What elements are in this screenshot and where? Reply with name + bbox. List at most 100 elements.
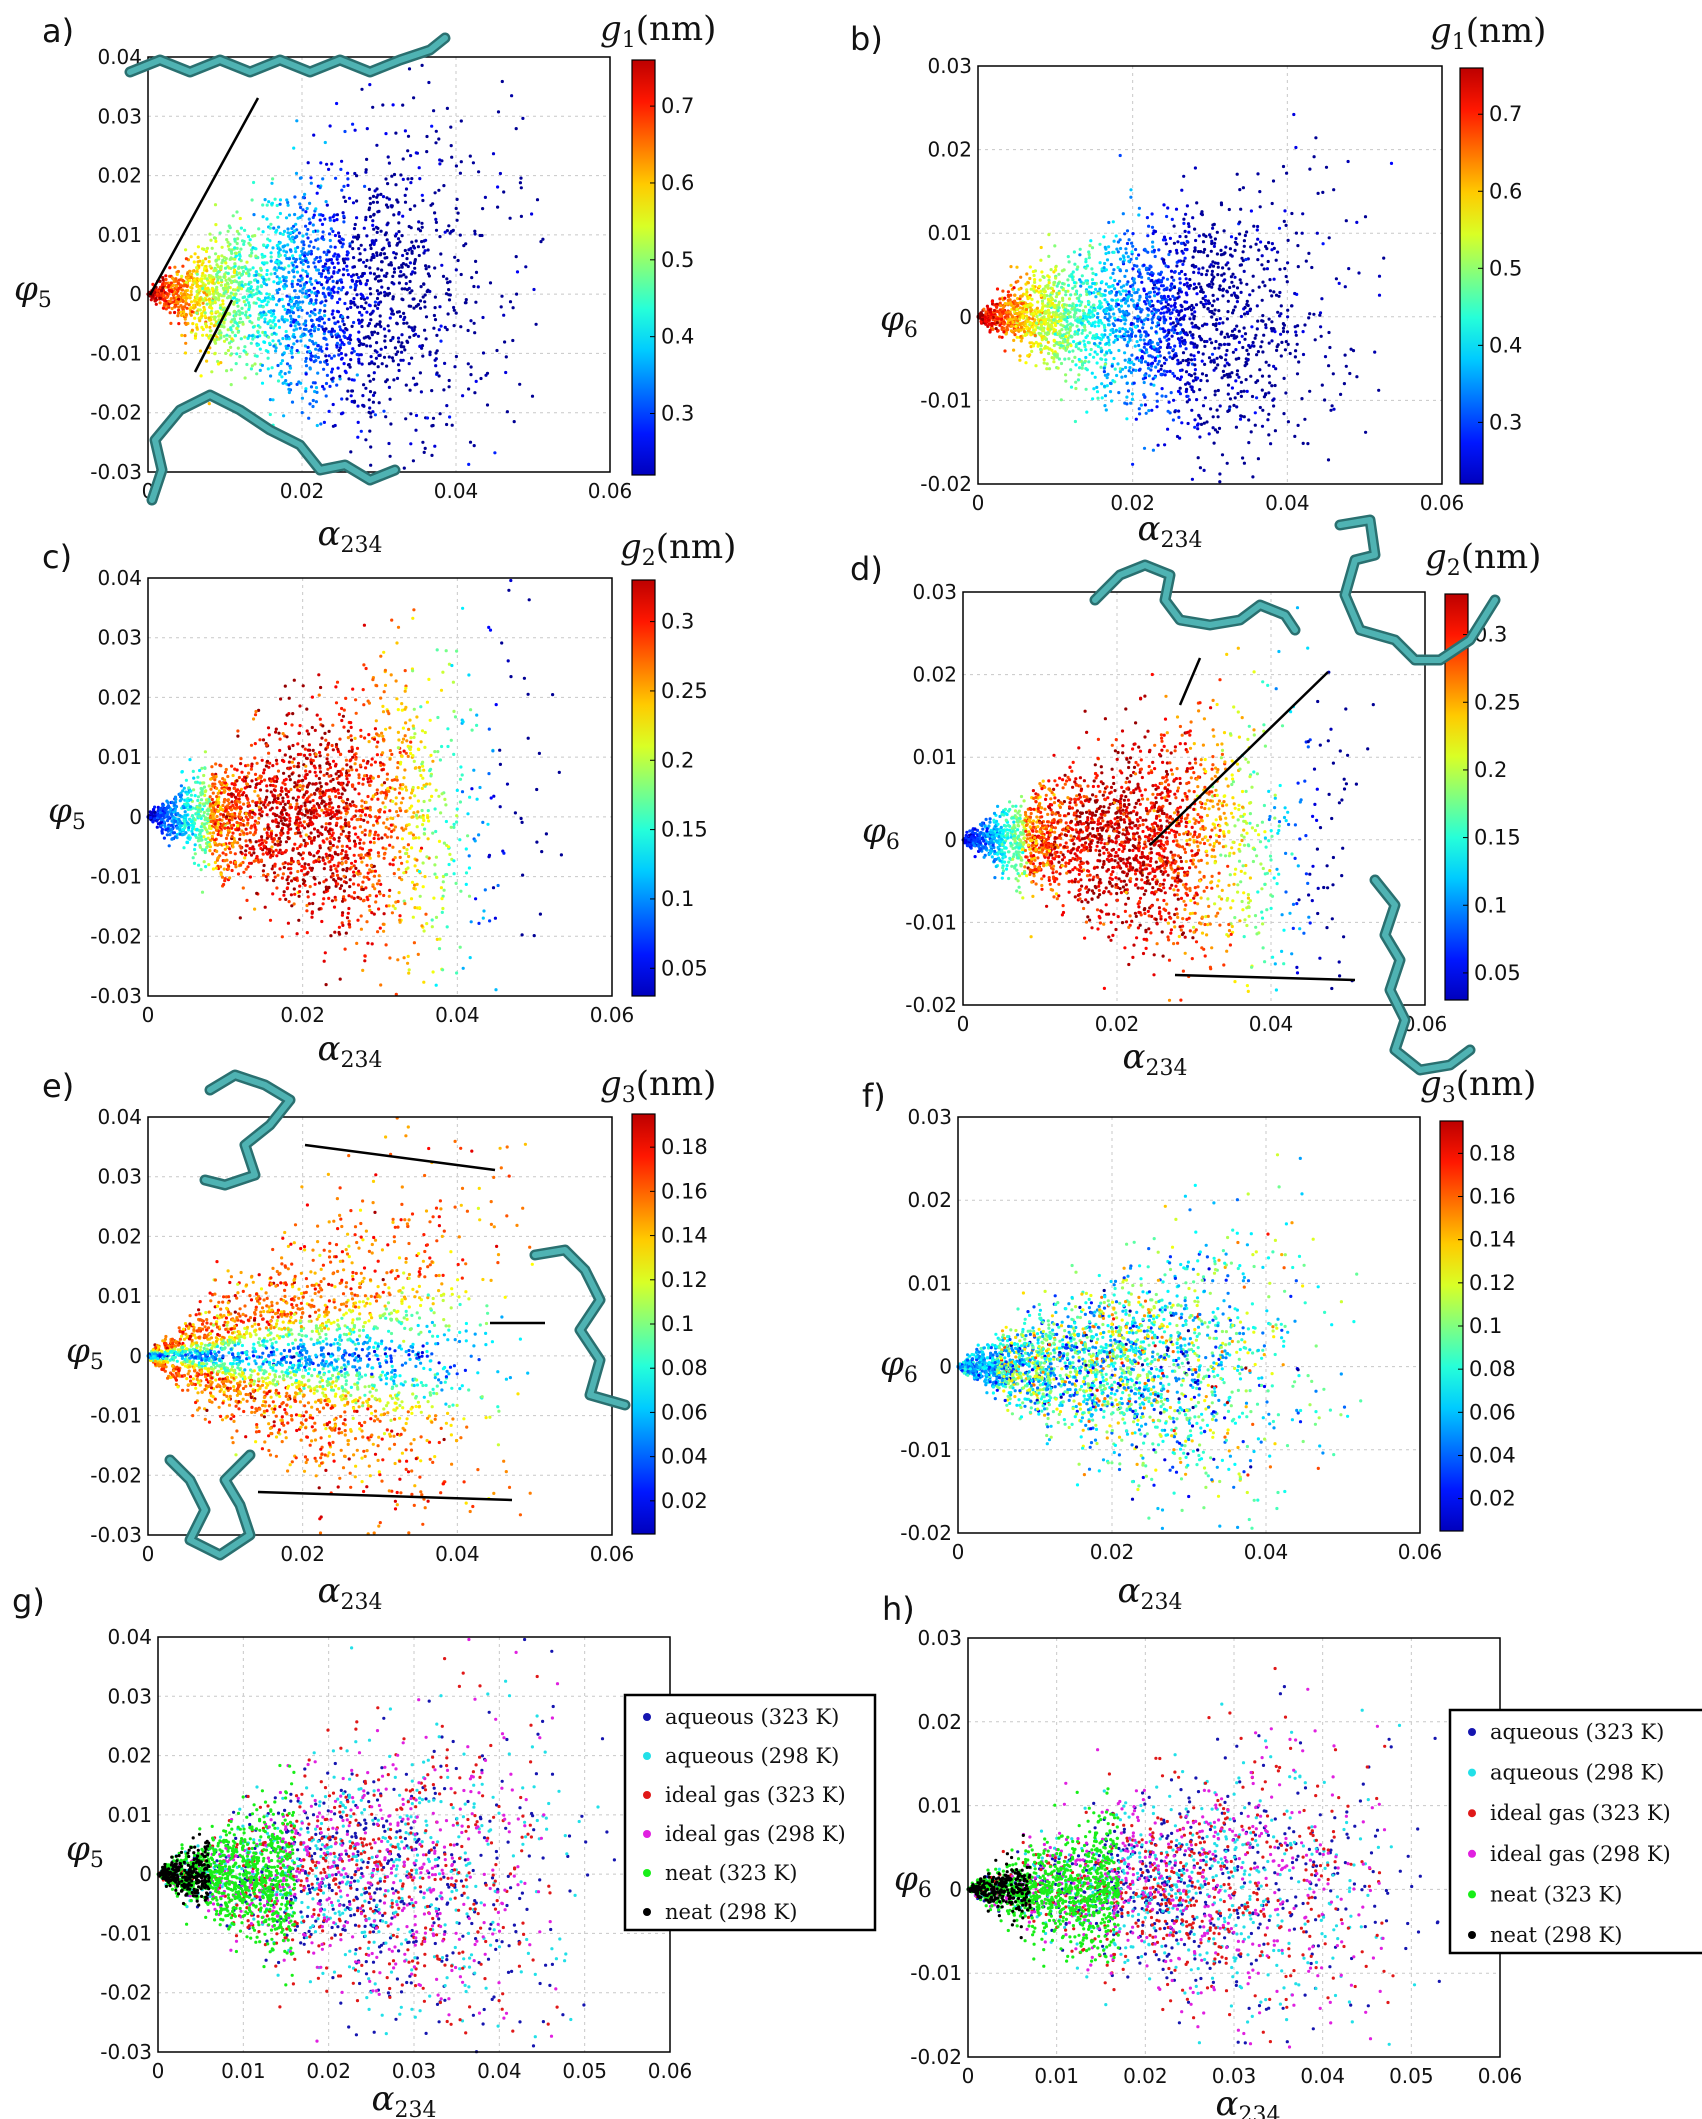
data-point <box>375 296 380 301</box>
data-point <box>1121 260 1125 264</box>
data-point <box>301 287 305 291</box>
data-point <box>221 258 225 262</box>
data-point <box>275 268 279 272</box>
data-point <box>300 249 304 253</box>
data-point <box>341 319 345 323</box>
data-point <box>449 144 453 148</box>
data-point <box>368 215 373 219</box>
data-point <box>338 325 342 329</box>
data-point <box>1168 312 1172 316</box>
data-point <box>249 367 253 371</box>
data-point <box>265 203 269 207</box>
data-point <box>315 390 319 394</box>
data-point <box>1080 300 1084 304</box>
data-point <box>1284 274 1288 279</box>
data-point <box>433 358 437 362</box>
data-point <box>332 219 336 223</box>
data-point <box>1078 341 1082 345</box>
data-point <box>1127 238 1131 242</box>
data-point <box>277 263 281 267</box>
data-point <box>1196 456 1200 460</box>
data-point <box>228 334 232 338</box>
data-point <box>1213 241 1217 245</box>
data-point <box>1218 342 1222 347</box>
data-point <box>1029 333 1033 337</box>
data-point <box>1185 239 1189 244</box>
data-point <box>254 254 258 258</box>
data-point <box>1199 250 1203 254</box>
data-point <box>1027 327 1032 331</box>
data-point <box>1180 421 1184 425</box>
data-point <box>364 301 368 305</box>
data-point <box>1226 383 1231 387</box>
data-point <box>1069 385 1074 389</box>
data-point <box>243 345 247 349</box>
data-point <box>1326 458 1331 462</box>
data-point <box>1286 420 1290 424</box>
data-point <box>461 394 465 398</box>
data-point <box>418 371 422 375</box>
data-point <box>255 343 259 347</box>
data-point <box>1197 267 1201 271</box>
colorbar-tick-label: 0.4 <box>661 325 694 349</box>
data-point <box>1137 268 1141 272</box>
data-point <box>1255 396 1259 400</box>
data-point <box>505 410 509 414</box>
data-point <box>382 409 386 413</box>
data-point <box>1168 345 1172 350</box>
data-point <box>420 63 424 67</box>
data-point <box>1101 335 1105 339</box>
data-point <box>360 87 364 91</box>
data-point <box>1243 332 1248 336</box>
data-point <box>229 291 233 295</box>
data-point <box>394 131 398 135</box>
data-point <box>356 435 360 439</box>
data-point <box>402 466 406 470</box>
data-point <box>383 334 387 338</box>
data-point <box>399 270 403 274</box>
data-point <box>445 404 449 408</box>
data-point <box>469 365 473 369</box>
data-point <box>1000 325 1004 330</box>
data-point <box>219 361 223 365</box>
data-point <box>397 266 401 270</box>
data-point <box>310 334 314 338</box>
data-point <box>1203 298 1208 302</box>
data-point <box>196 245 200 249</box>
data-point <box>1241 186 1245 190</box>
data-point <box>1107 338 1111 342</box>
data-point <box>452 305 456 310</box>
data-point <box>472 321 476 325</box>
data-point <box>316 355 320 360</box>
data-point <box>292 328 296 332</box>
data-point <box>1219 356 1223 360</box>
data-point <box>1321 190 1325 194</box>
data-point <box>1112 312 1116 316</box>
data-point <box>292 229 297 233</box>
data-point <box>1221 288 1225 292</box>
data-point <box>369 463 373 467</box>
data-point <box>325 343 329 347</box>
data-point <box>416 227 421 231</box>
data-point <box>1150 311 1154 315</box>
data-point <box>415 151 419 155</box>
data-point <box>365 310 369 314</box>
data-point <box>1066 278 1070 282</box>
data-point <box>1134 334 1138 338</box>
data-point <box>290 348 294 352</box>
data-point <box>1127 312 1131 316</box>
data-point <box>234 288 238 292</box>
data-point <box>317 323 321 328</box>
data-point <box>1092 281 1096 286</box>
data-point <box>346 273 350 277</box>
data-point <box>1190 321 1194 325</box>
data-point <box>327 354 331 358</box>
data-point <box>301 300 305 304</box>
data-point <box>1173 344 1177 348</box>
data-point <box>1274 258 1278 262</box>
data-point <box>405 288 409 292</box>
data-point <box>237 232 241 236</box>
data-point <box>434 217 438 221</box>
data-point <box>222 339 227 343</box>
data-point <box>169 321 173 325</box>
